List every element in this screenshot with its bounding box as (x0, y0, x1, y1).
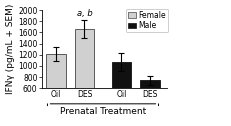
Text: Prenatal Treatment: Prenatal Treatment (60, 107, 146, 116)
Bar (46, 54, 66, 122)
Legend: Female, Male: Female, Male (126, 9, 167, 32)
Text: a, b: a, b (76, 9, 92, 18)
Bar (111, 62, 131, 122)
Bar (74, 29, 94, 122)
Y-axis label: IFNγ (pg/mL + SEM): IFNγ (pg/mL + SEM) (6, 4, 15, 94)
Bar (139, 80, 159, 122)
